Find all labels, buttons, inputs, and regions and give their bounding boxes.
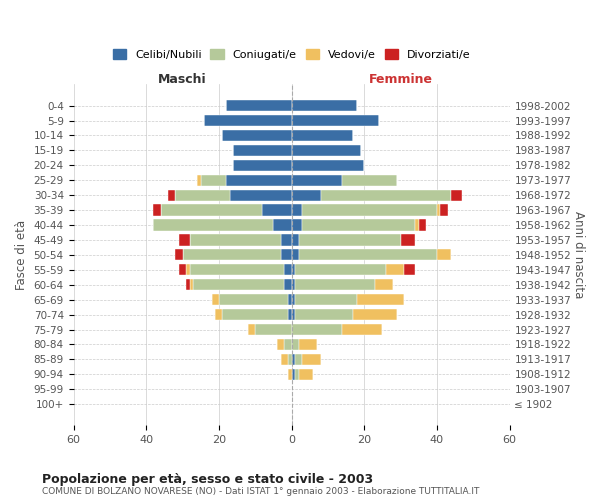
Bar [248,324,255,335]
Bar [179,234,190,246]
Bar [404,264,415,276]
Bar [281,250,292,260]
Bar [284,279,292,290]
Text: Maschi: Maschi [158,73,207,86]
Bar [223,309,288,320]
Bar [154,220,274,230]
Bar [175,190,230,201]
Bar [302,354,320,365]
Bar [343,174,397,186]
Bar [353,309,397,320]
Bar [197,174,200,186]
Bar [401,234,415,246]
Bar [274,220,292,230]
Bar [205,115,292,126]
Bar [357,294,404,306]
Bar [386,264,404,276]
Bar [284,264,292,276]
Bar [226,174,292,186]
Bar [281,354,288,365]
Bar [186,279,190,290]
Bar [295,294,357,306]
Bar [292,204,302,216]
Bar [292,130,353,141]
Bar [437,204,440,216]
Bar [295,309,353,320]
Bar [288,354,292,365]
Bar [190,279,193,290]
Bar [288,309,292,320]
Bar [193,279,284,290]
Bar [343,324,382,335]
Bar [226,100,292,111]
Bar [437,250,451,260]
Bar [292,324,343,335]
Bar [292,250,299,260]
Bar [182,250,281,260]
Bar [154,204,161,216]
Bar [219,294,288,306]
Bar [292,160,364,171]
Y-axis label: Fasce di età: Fasce di età [15,220,28,290]
Bar [215,309,223,320]
Bar [223,130,292,141]
Bar [288,294,292,306]
Bar [233,145,292,156]
Bar [375,279,393,290]
Text: Femmine: Femmine [368,73,433,86]
Bar [233,160,292,171]
Bar [262,204,292,216]
Bar [295,368,299,380]
Bar [292,220,302,230]
Bar [292,174,343,186]
Bar [419,220,426,230]
Bar [281,234,292,246]
Bar [230,190,292,201]
Text: COMUNE DI BOLZANO NOVARESE (NO) - Dati ISTAT 1° gennaio 2003 - Elaborazione TUTT: COMUNE DI BOLZANO NOVARESE (NO) - Dati I… [42,488,479,496]
Bar [299,234,401,246]
Bar [288,368,292,380]
Bar [302,220,415,230]
Bar [161,204,262,216]
Bar [292,294,295,306]
Bar [284,339,292,350]
Bar [179,264,186,276]
Bar [440,204,448,216]
Bar [200,174,226,186]
Bar [168,190,175,201]
Bar [292,279,295,290]
Bar [299,250,437,260]
Bar [212,294,219,306]
Bar [292,368,295,380]
Bar [292,234,299,246]
Bar [186,264,190,276]
Bar [292,100,357,111]
Bar [299,339,317,350]
Bar [451,190,462,201]
Bar [295,264,386,276]
Bar [302,204,437,216]
Bar [295,279,375,290]
Y-axis label: Anni di nascita: Anni di nascita [572,211,585,298]
Bar [292,354,295,365]
Bar [175,250,182,260]
Legend: Celibi/Nubili, Coniugati/e, Vedovi/e, Divorziati/e: Celibi/Nubili, Coniugati/e, Vedovi/e, Di… [109,46,473,63]
Bar [292,115,379,126]
Bar [292,339,299,350]
Bar [415,220,419,230]
Bar [277,339,284,350]
Bar [299,368,313,380]
Bar [295,354,302,365]
Bar [292,309,295,320]
Bar [292,264,295,276]
Text: Popolazione per età, sesso e stato civile - 2003: Popolazione per età, sesso e stato civil… [42,472,373,486]
Bar [292,190,320,201]
Bar [190,264,284,276]
Bar [292,145,361,156]
Bar [320,190,451,201]
Bar [255,324,292,335]
Bar [190,234,281,246]
